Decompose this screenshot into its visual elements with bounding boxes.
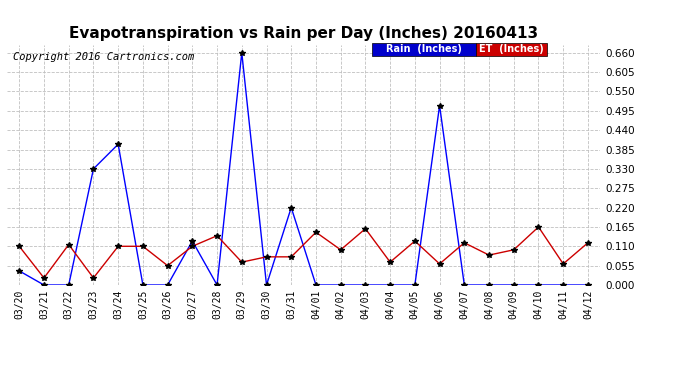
Text: Copyright 2016 Cartronics.com: Copyright 2016 Cartronics.com [13,52,194,62]
Text: Rain  (Inches): Rain (Inches) [386,44,462,54]
FancyBboxPatch shape [372,43,475,56]
Text: ET  (Inches): ET (Inches) [479,44,544,54]
FancyBboxPatch shape [475,43,547,56]
Title: Evapotranspiration vs Rain per Day (Inches) 20160413: Evapotranspiration vs Rain per Day (Inch… [69,26,538,41]
